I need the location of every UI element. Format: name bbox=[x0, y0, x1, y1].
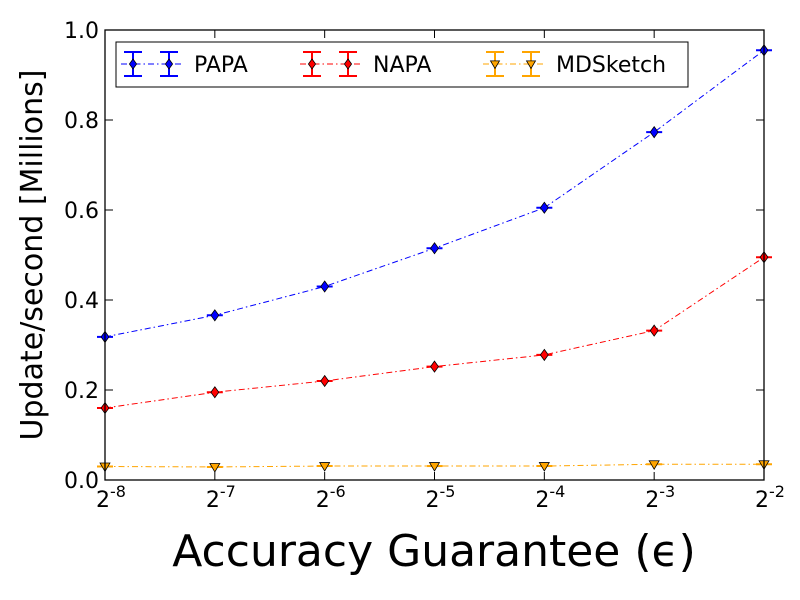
data-point bbox=[430, 360, 439, 373]
x-tick-base: 2 bbox=[206, 488, 220, 513]
legend-entry-papa: PAPA bbox=[121, 51, 248, 78]
data-point bbox=[538, 462, 550, 472]
x-tick-base: 2 bbox=[645, 488, 659, 513]
legend-marker bbox=[164, 58, 174, 70]
data-point bbox=[320, 374, 330, 388]
legend: PAPA NAPA MDSketch bbox=[115, 41, 689, 88]
series-papa bbox=[97, 44, 772, 344]
x-axis-title: Accuracy Guarantee (ϵ) bbox=[172, 526, 696, 577]
x-tick-exponent: -3 bbox=[659, 482, 675, 501]
series-mdsketch bbox=[97, 460, 772, 473]
x-tick-exponent: -5 bbox=[440, 482, 456, 501]
data-point bbox=[209, 463, 221, 473]
x-tick-exponent: -4 bbox=[549, 482, 565, 501]
legend-marker bbox=[489, 60, 501, 70]
x-tick-label: 2-5 bbox=[426, 482, 456, 513]
data-point bbox=[649, 324, 659, 337]
legend-label: NAPA bbox=[373, 53, 431, 78]
series-napa bbox=[97, 251, 772, 415]
x-tick-label: 2-7 bbox=[206, 482, 236, 513]
tick-layer bbox=[104, 29, 765, 481]
legend-marker bbox=[307, 58, 317, 70]
x-tick-base: 2 bbox=[535, 488, 549, 513]
x-tick-base: 2 bbox=[96, 488, 110, 513]
x-tick-label: 2-4 bbox=[535, 482, 565, 513]
series-line bbox=[104, 49, 765, 338]
data-point bbox=[320, 280, 330, 293]
y-tick-label: 1.0 bbox=[64, 19, 99, 44]
y-tick-label: 0.0 bbox=[64, 469, 99, 494]
y-axis-title: Update/second [Millions] bbox=[15, 70, 50, 441]
x-tick-label: 2-2 bbox=[755, 482, 785, 513]
legend-label: PAPA bbox=[194, 53, 248, 78]
series-layer bbox=[97, 44, 772, 473]
x-tick-exponent: -6 bbox=[330, 482, 346, 501]
data-point bbox=[319, 462, 331, 472]
legend-marker bbox=[128, 58, 138, 70]
data-point bbox=[649, 125, 659, 139]
data-point bbox=[430, 242, 439, 255]
legend-entry-mdsketch: MDSketch bbox=[483, 51, 666, 78]
legend-label: MDSketch bbox=[556, 53, 666, 78]
tick-label-layer: 0.00.20.40.60.81.02-8 2-7 2-6 2-5 2-4 2-3 2-2 bbox=[64, 19, 785, 513]
x-tick-exponent: -2 bbox=[769, 482, 785, 501]
legend-marker bbox=[525, 60, 537, 70]
x-tick-label: 2-3 bbox=[645, 482, 675, 513]
x-tick-base: 2 bbox=[316, 488, 330, 513]
data-point bbox=[210, 309, 220, 322]
x-tick-base: 2 bbox=[426, 488, 440, 513]
data-point bbox=[210, 386, 220, 399]
legend-marker bbox=[343, 58, 353, 70]
x-tick-base: 2 bbox=[755, 488, 769, 513]
x-tick-label: 2-8 bbox=[96, 482, 126, 513]
data-point bbox=[648, 460, 660, 470]
data-point bbox=[539, 348, 549, 362]
y-tick-label: 0.8 bbox=[64, 109, 99, 134]
series-line bbox=[104, 256, 765, 409]
plot-frame bbox=[104, 29, 765, 481]
y-tick-label: 0.6 bbox=[64, 199, 99, 224]
data-point bbox=[539, 201, 549, 214]
x-tick-exponent: -8 bbox=[110, 482, 126, 501]
legend-entry-napa: NAPA bbox=[300, 51, 431, 78]
x-tick-exponent: -7 bbox=[220, 482, 236, 501]
y-tick-label: 0.4 bbox=[64, 289, 99, 314]
data-point bbox=[428, 462, 441, 472]
y-tick-label: 0.2 bbox=[64, 379, 99, 404]
x-tick-label: 2-6 bbox=[316, 482, 346, 513]
legend-frame bbox=[115, 41, 689, 88]
